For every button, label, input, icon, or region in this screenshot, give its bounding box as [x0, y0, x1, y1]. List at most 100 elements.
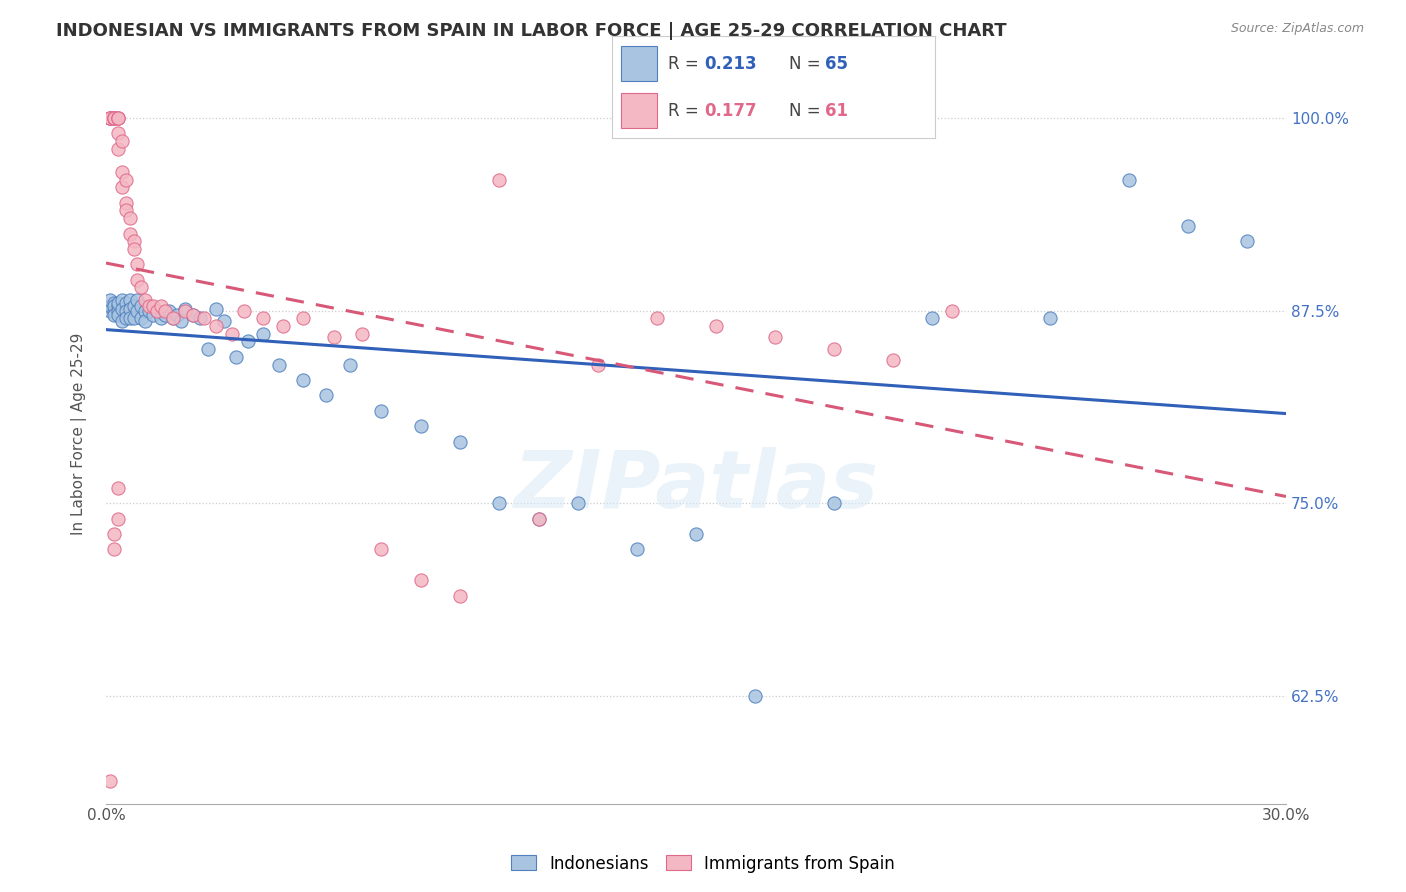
Point: [103, 111, 125, 125]
Point: [449, 434, 471, 449]
Point: [98, 111, 121, 125]
Point: [212, 314, 235, 328]
Point: [111, 301, 134, 316]
Point: [225, 350, 247, 364]
Point: [103, 299, 125, 313]
Point: [103, 308, 125, 322]
Point: [138, 303, 160, 318]
Point: [221, 326, 243, 341]
Point: [567, 496, 589, 510]
Text: R =: R =: [668, 55, 704, 73]
Point: [122, 311, 145, 326]
Point: [118, 293, 141, 307]
Point: [763, 330, 786, 344]
Point: [114, 203, 136, 218]
Point: [131, 280, 153, 294]
Bar: [621, 93, 657, 128]
Point: [111, 165, 134, 179]
Point: [122, 234, 145, 248]
Point: [173, 301, 195, 316]
Point: [823, 342, 845, 356]
Point: [111, 314, 134, 328]
Point: [114, 303, 136, 318]
Point: [197, 342, 219, 356]
Point: [315, 388, 337, 402]
Point: [645, 311, 668, 326]
Point: [127, 293, 149, 307]
Point: [823, 496, 845, 510]
Point: [131, 299, 153, 313]
Point: [98, 111, 121, 125]
Text: 0.213: 0.213: [704, 55, 756, 73]
Point: [111, 293, 134, 307]
Point: [107, 111, 129, 125]
Point: [586, 358, 609, 372]
Point: [488, 496, 510, 510]
Point: [142, 299, 165, 313]
Point: [127, 303, 149, 318]
Point: [252, 326, 274, 341]
Text: N =: N =: [790, 55, 827, 73]
Point: [271, 318, 294, 333]
Point: [131, 311, 153, 326]
Point: [409, 419, 432, 434]
Point: [882, 352, 904, 367]
Legend: Indonesians, Immigrants from Spain: Indonesians, Immigrants from Spain: [505, 848, 901, 880]
Point: [170, 314, 193, 328]
Point: [527, 511, 550, 525]
Point: [98, 293, 121, 307]
Point: [114, 195, 136, 210]
Point: [193, 311, 215, 326]
Point: [527, 511, 550, 525]
Point: [339, 358, 361, 372]
Point: [488, 172, 510, 186]
Point: [107, 111, 129, 125]
Point: [166, 308, 188, 322]
Point: [157, 303, 180, 318]
Point: [1236, 234, 1258, 248]
Point: [111, 180, 134, 194]
Point: [107, 111, 129, 125]
Point: [252, 311, 274, 326]
Point: [103, 296, 125, 310]
Y-axis label: In Labor Force | Age 25-29: In Labor Force | Age 25-29: [72, 333, 87, 535]
Text: Source: ZipAtlas.com: Source: ZipAtlas.com: [1230, 22, 1364, 36]
Point: [103, 542, 125, 557]
Point: [107, 481, 129, 495]
Point: [409, 573, 432, 587]
Point: [181, 308, 204, 322]
Point: [626, 542, 648, 557]
Point: [134, 303, 156, 318]
Point: [103, 527, 125, 541]
Point: [323, 330, 346, 344]
Point: [127, 273, 149, 287]
Point: [118, 311, 141, 326]
Point: [98, 111, 121, 125]
Point: [103, 303, 125, 318]
Point: [118, 211, 141, 226]
Point: [127, 257, 149, 271]
Point: [1177, 219, 1199, 233]
Point: [744, 689, 766, 703]
Text: R =: R =: [668, 102, 704, 120]
Point: [118, 301, 141, 316]
Text: N =: N =: [790, 102, 827, 120]
Point: [150, 299, 173, 313]
Point: [181, 308, 204, 322]
Point: [291, 373, 314, 387]
Point: [134, 293, 156, 307]
Point: [685, 527, 707, 541]
Text: 65: 65: [825, 55, 848, 73]
Text: ZIPatlas: ZIPatlas: [513, 447, 879, 524]
Point: [370, 542, 392, 557]
Point: [114, 296, 136, 310]
Point: [1039, 311, 1062, 326]
Point: [107, 303, 129, 318]
Point: [146, 303, 169, 318]
Point: [205, 318, 228, 333]
Bar: [621, 45, 657, 81]
Point: [103, 111, 125, 125]
Point: [190, 311, 212, 326]
Point: [103, 111, 125, 125]
Point: [107, 511, 129, 525]
